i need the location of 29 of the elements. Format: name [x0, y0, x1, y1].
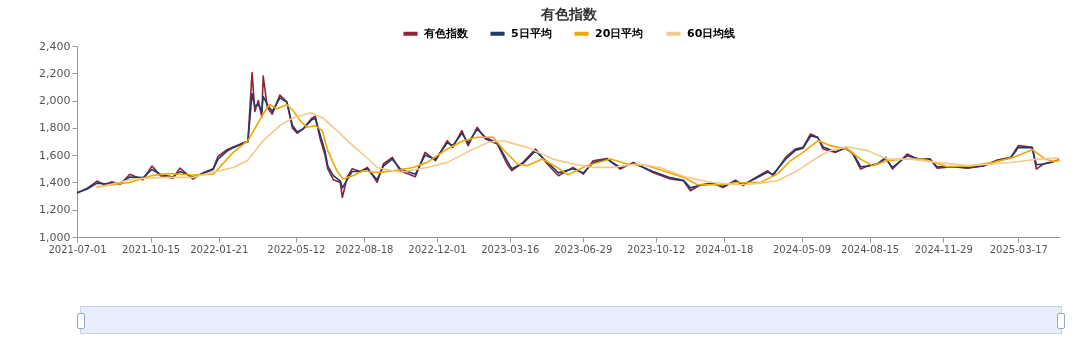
- legend-label: 20日平均: [595, 26, 644, 40]
- x-tick-label: 2024-08-15: [841, 243, 900, 255]
- chart-title: 有色指数: [539, 6, 598, 22]
- x-tick-label: 2021-10-15: [122, 243, 181, 255]
- x-tick-label: 2022-05-12: [267, 243, 326, 255]
- y-tick-label: 2,000: [39, 94, 71, 108]
- y-tick-label: 1,600: [39, 148, 71, 162]
- x-tick-label: 2023-10-12: [627, 243, 686, 255]
- y-tick-label: 1,200: [39, 203, 71, 217]
- y-tick-label: 2,200: [39, 66, 71, 80]
- x-tick-label: 2023-06-29: [554, 243, 613, 255]
- y-tick-label: 2,400: [39, 39, 71, 53]
- x-tick-label: 2024-11-29: [914, 243, 973, 255]
- y-tick-label: 1,000: [39, 230, 71, 244]
- x-tick-label: 2022-08-18: [335, 243, 394, 255]
- legend-label: 60日均线: [687, 26, 736, 40]
- legend-label: 5日平均: [511, 26, 552, 40]
- x-tick-label: 2022-12-01: [408, 243, 467, 255]
- x-tick-label: 2023-03-16: [481, 243, 540, 255]
- y-tick-label: 1,400: [39, 175, 71, 189]
- line-series: [77, 71, 1060, 199]
- legend-label: 有色指数: [423, 26, 469, 40]
- line-series: [77, 92, 1054, 194]
- x-tick-label: 2021-07-01: [48, 243, 107, 255]
- x-tick-label: 2022-01-21: [190, 243, 249, 255]
- x-tick-label: 2024-01-18: [695, 243, 754, 255]
- x-tick-label: 2025-03-17: [989, 243, 1048, 255]
- x-tick-label: 2024-05-09: [773, 243, 832, 255]
- y-tick-label: 1,800: [39, 121, 71, 135]
